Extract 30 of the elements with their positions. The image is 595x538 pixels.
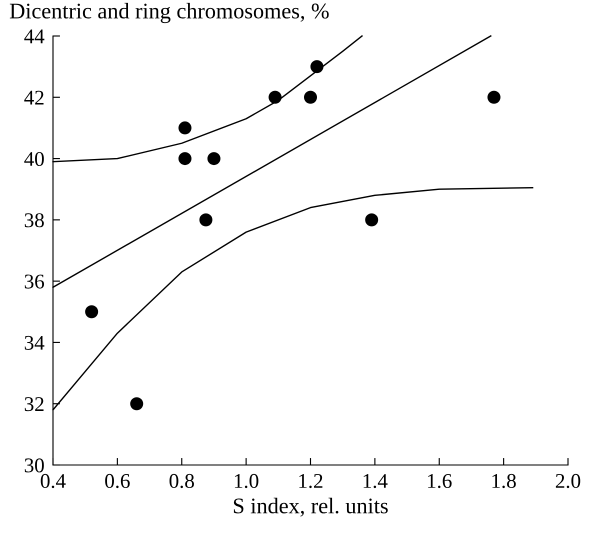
point [130, 397, 144, 410]
point [310, 60, 324, 74]
y-tick-label: 36 [24, 274, 44, 289]
y-tick-label: 38 [24, 213, 44, 228]
x-tick-label: 1.8 [492, 474, 516, 488]
x-tick-label: 0.8 [170, 474, 194, 488]
point [365, 213, 378, 226]
x-tick-label: 1.2 [299, 474, 322, 488]
point [85, 305, 98, 318]
y-tick-label: 30 [24, 458, 44, 472]
x-tick-label: 2.0 [556, 474, 580, 488]
y-tick-label: 34 [24, 336, 44, 350]
x-tick-label: 1.4 [364, 474, 388, 488]
y-tick-label: 32 [24, 397, 44, 412]
y-axis-title: Dicentric and ring chromosomes, % [10, 2, 329, 24]
point [207, 152, 220, 166]
point [199, 213, 212, 226]
x-tick-label: 1.6 [428, 474, 452, 488]
point [304, 90, 318, 104]
x-tick-label: 1.0 [234, 474, 258, 488]
point [268, 90, 282, 104]
point [178, 121, 192, 134]
x-tick-label: 0.6 [105, 474, 130, 488]
point [487, 90, 500, 104]
point [178, 152, 192, 166]
x-axis-title: S index, rel. units [234, 498, 388, 517]
y-tick-label: 40 [24, 152, 44, 166]
x-tick-label: 0.4 [40, 474, 66, 488]
y-tick-label: 42 [24, 90, 44, 105]
y-tick-label: 44 [24, 30, 44, 44]
